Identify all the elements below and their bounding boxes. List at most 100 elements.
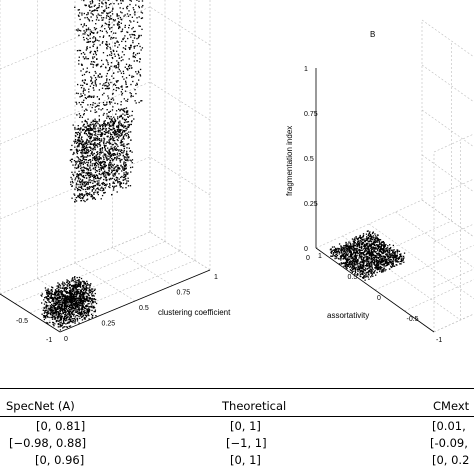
data-point — [94, 118, 96, 120]
data-point — [375, 245, 377, 247]
data-point — [102, 41, 104, 43]
data-point — [72, 288, 75, 290]
data-point — [356, 244, 358, 246]
data-point — [78, 144, 80, 146]
data-point — [121, 51, 124, 53]
data-point — [65, 299, 68, 301]
data-point — [92, 96, 95, 98]
data-point — [352, 249, 354, 251]
data-point — [343, 247, 345, 249]
data-point — [110, 121, 112, 124]
data-point — [64, 287, 66, 289]
data-point — [56, 320, 59, 322]
data-point — [110, 118, 112, 121]
data-point — [110, 3, 112, 5]
data-point — [71, 291, 74, 293]
data-point — [113, 152, 116, 155]
data-point — [94, 162, 97, 165]
data-point — [395, 258, 398, 260]
data-point — [126, 173, 129, 175]
data-point — [128, 64, 131, 67]
data-point — [64, 309, 67, 311]
data-point — [363, 245, 366, 248]
data-point — [87, 183, 89, 186]
data-point — [358, 269, 361, 271]
data-point — [84, 282, 87, 284]
data-point — [103, 83, 105, 85]
data-point — [88, 290, 90, 292]
data-point — [105, 3, 107, 5]
data-point — [348, 247, 351, 249]
data-point — [357, 261, 359, 263]
data-point — [117, 126, 120, 129]
data-point — [380, 266, 382, 268]
data-point — [90, 79, 93, 81]
data-point — [122, 152, 124, 154]
y-tick-label: -0.5 — [16, 318, 28, 325]
data-point — [140, 34, 142, 37]
data-point — [74, 322, 76, 324]
data-point — [76, 146, 78, 148]
data-point — [84, 89, 86, 91]
data-point — [61, 325, 63, 327]
data-point — [121, 152, 123, 154]
data-point — [360, 252, 362, 254]
data-point — [114, 172, 116, 174]
data-point — [333, 254, 335, 257]
data-point — [80, 128, 82, 130]
data-point — [90, 129, 92, 131]
data-point — [93, 295, 95, 297]
data-point — [131, 76, 133, 78]
data-point — [94, 128, 96, 130]
data-point — [91, 95, 93, 98]
data-point — [59, 312, 61, 315]
data-point — [82, 163, 84, 166]
data-point — [112, 57, 114, 59]
data-point — [89, 166, 91, 168]
data-point — [108, 100, 111, 103]
data-point — [64, 300, 67, 302]
data-point — [90, 128, 92, 130]
data-point — [93, 95, 95, 97]
data-point — [354, 270, 356, 273]
data-point — [84, 94, 86, 96]
data-point — [336, 254, 339, 257]
data-point — [361, 260, 363, 262]
data-point — [101, 167, 103, 169]
data-point — [114, 145, 116, 148]
data-point — [106, 115, 108, 117]
data-point — [93, 193, 95, 195]
data-point — [121, 118, 124, 120]
data-point — [81, 146, 83, 148]
data-point — [86, 151, 89, 154]
data-point — [337, 251, 339, 253]
data-point — [136, 52, 139, 55]
data-point — [131, 159, 134, 161]
data-point — [109, 184, 111, 186]
data-point — [103, 153, 105, 155]
data-point — [126, 121, 129, 123]
data-point — [47, 297, 49, 300]
data-point — [93, 131, 96, 133]
data-point — [107, 158, 109, 160]
data-point — [109, 173, 111, 175]
data-point — [91, 82, 93, 85]
data-point — [88, 302, 90, 305]
data-point — [57, 307, 59, 309]
data-point — [361, 238, 363, 241]
data-point — [93, 134, 96, 136]
data-point — [362, 252, 365, 255]
data-point — [128, 10, 130, 12]
data-point — [90, 172, 92, 174]
data-point — [64, 307, 67, 310]
data-point — [90, 143, 92, 146]
data-point — [77, 166, 80, 169]
data-point — [84, 188, 87, 191]
data-point — [74, 194, 76, 196]
data-point — [85, 133, 88, 135]
data-point — [85, 156, 87, 158]
data-point — [358, 267, 360, 269]
data-point — [80, 167, 82, 170]
data-point — [99, 189, 101, 191]
data-point — [119, 131, 121, 134]
